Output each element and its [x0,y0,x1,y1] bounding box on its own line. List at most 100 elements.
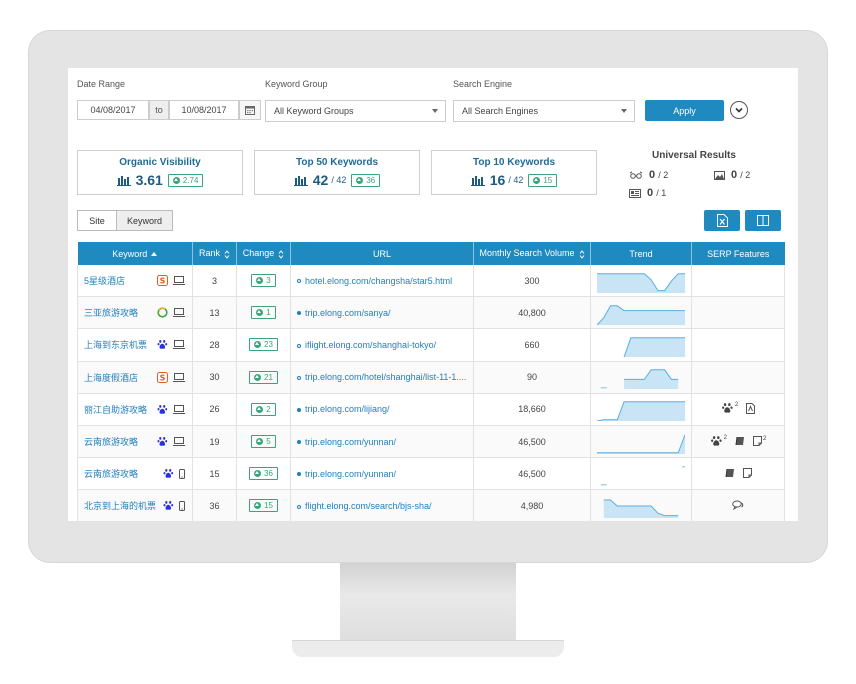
keyword-link[interactable]: 云南旅游攻略 [84,437,139,448]
date-to-input[interactable]: 10/08/2017 [169,100,239,120]
apply-button[interactable]: Apply [645,100,724,121]
keyword-cell: 5星级酒店 S [77,265,193,298]
serp-feature [746,402,756,416]
keyword-cell: 上海到东京机票 [77,328,193,362]
chevron-down-icon [735,107,743,113]
table-row: 5星级酒店 S 3 3 hotel.elong.com/changsha/sta… [77,265,785,298]
keyword-cell: 上海度假酒店 S [77,361,193,394]
trend-sparkline [590,457,692,491]
glasses-icon [629,171,643,179]
url-link[interactable]: iflight.elong.com/shanghai-tokyo/ [305,339,437,350]
news-icon [629,188,641,198]
table-row: 三亚旅游攻略 13 1 trip.elong.com/sanya/ 40,800 [77,296,785,330]
change-badge: 36 [249,467,278,481]
serp-features-cell [691,296,785,330]
column-header-volume[interactable]: Monthly Search Volume [473,242,591,265]
column-header-change[interactable]: Change [236,242,291,265]
keyword-link[interactable]: 5星级酒店 [84,276,126,287]
volume-cell: 4,980 [473,489,591,521]
sogou-icon: S [157,371,168,383]
keyword-link[interactable]: 上海到东京机票 [84,340,148,351]
volume-cell: 46,500 [473,425,591,459]
change-badge: 2.74 [167,173,204,187]
sogou-icon: S [157,275,168,287]
image-icon [714,170,725,180]
serp-feature: 2 [753,435,766,448]
serp-features-cell [691,457,785,491]
column-header-url[interactable]: URL [290,242,474,265]
svg-text:S: S [160,373,166,382]
arrow-up-icon [254,502,262,510]
rank-cell: 3 [192,265,237,298]
sort-icon [224,249,230,259]
page-icon [742,467,752,478]
arrow-up-icon [256,405,264,413]
keyword-link[interactable]: 上海度假酒店 [84,372,139,383]
keyword-link[interactable]: 云南旅游攻略 [84,469,139,480]
calendar-button[interactable] [239,100,261,120]
url-cell: iflight.elong.com/shanghai-tokyo/ [290,328,474,362]
rank-cell: 26 [192,393,237,426]
rank-cell: 28 [192,328,237,362]
serp-feature: 2 [721,402,738,416]
url-cell: trip.elong.com/hotel/shanghai/list-11-1.… [290,361,474,394]
paw-icon [721,403,733,413]
keyword-link[interactable]: 丽江自助游攻略 [84,404,148,415]
serp-features-cell [691,361,785,394]
serp-feature [735,436,745,448]
columns-button[interactable] [745,210,781,231]
url-status-icon [297,407,301,412]
rank-cell: 13 [192,296,237,330]
change-badge: 5 [251,435,276,449]
chevron-down-icon [432,109,438,113]
arrow-up-icon [533,176,541,184]
trend-sparkline [590,328,692,362]
arrow-up-icon [256,438,264,446]
url-status-icon [297,472,301,477]
column-header-trend: Trend [590,242,692,265]
serp-feature [732,500,744,512]
url-link[interactable]: trip.elong.com/yunnan/ [305,436,397,447]
trend-sparkline [590,361,692,394]
desktop-icon [173,404,185,414]
baidu-icon [157,437,168,446]
search-engine-label: Search Engine [453,79,513,89]
url-link[interactable]: flight.elong.com/search/bjs-sha/ [305,500,432,511]
volume-cell: 660 [473,328,591,362]
column-header-keyword[interactable]: Keyword [77,242,193,265]
card-value: 42 [312,172,329,188]
keyword-view-toggle[interactable]: Keyword [116,210,173,231]
url-link[interactable]: trip.elong.com/sanya/ [305,307,391,318]
card-value: 16 [489,172,506,188]
arrow-up-icon [172,176,180,184]
rank-cell: 19 [192,425,237,459]
column-header-rank[interactable]: Rank [192,242,237,265]
url-link[interactable]: hotel.elong.com/changsha/star5.html [305,275,453,286]
site-view-toggle[interactable]: Site [77,210,117,231]
monitor-stand [340,563,516,643]
card-title: Top 50 Keywords [295,157,379,168]
app-screen: Date Range Keyword Group Search Engine 0… [68,68,798,521]
change-badge: 23 [249,338,278,352]
expand-filters-button[interactable] [730,101,748,119]
url-link[interactable]: trip.elong.com/yunnan/ [305,468,397,479]
keyword-link[interactable]: 三亚旅游攻略 [84,308,139,319]
date-from-input[interactable]: 04/08/2017 [77,100,149,120]
keyword-group-select[interactable]: All Keyword Groups [265,100,446,122]
arrow-up-icon [254,341,262,349]
universal-results-title: Universal Results [652,150,736,161]
arrow-up-icon [356,176,364,184]
desktop-icon [173,437,185,447]
export-excel-button[interactable] [704,210,740,231]
search-engine-select[interactable]: All Search Engines [453,100,635,122]
table-row: 丽江自助游攻略 26 2 trip.elong.com/lijiang/ 18,… [77,393,785,426]
keyword-group-label: Keyword Group [265,79,328,89]
keyword-link[interactable]: 北京到上海的机票 [84,501,157,512]
baidu-icon [163,501,174,511]
change-badge: 2 [251,402,276,416]
rank-cell: 30 [192,361,237,394]
volume-cell: 18,660 [473,393,591,426]
url-link[interactable]: trip.elong.com/lijiang/ [305,404,390,415]
url-link[interactable]: trip.elong.com/hotel/shanghai/list-11-1.… [305,372,467,383]
